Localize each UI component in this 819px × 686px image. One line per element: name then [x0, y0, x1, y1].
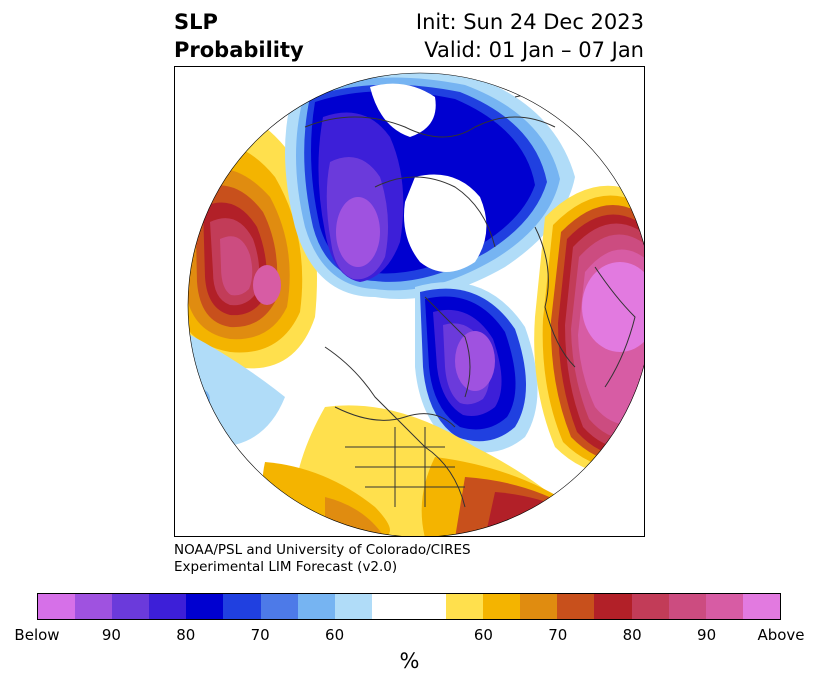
colorbar-swatch — [149, 594, 187, 619]
colorbar-tick-label: 80 — [176, 626, 196, 644]
colorbar-tick-label: Below — [14, 626, 60, 644]
colorbar-swatch — [297, 594, 335, 619]
polar-map — [174, 66, 645, 537]
colorbar-ticks: Below 90 80 70 60 60 70 80 90 Above — [0, 626, 819, 646]
chart-title: SLP Probability — [174, 8, 304, 64]
credit-line-1: NOAA/PSL and University of Colorado/CIRE… — [174, 542, 471, 558]
title-line-2: Probability — [174, 38, 304, 62]
colorbar-swatch — [742, 594, 780, 619]
init-date: Init: Sun 24 Dec 2023 — [415, 10, 644, 34]
colorbar-swatch — [705, 594, 743, 619]
colorbar-tick-label: 80 — [622, 626, 642, 644]
valid-range: Valid: 01 Jan – 07 Jan — [424, 38, 644, 62]
colorbar-swatch — [557, 594, 595, 619]
colorbar-swatch — [112, 594, 150, 619]
colorbar-swatch — [260, 594, 298, 619]
colorbar-tick-label: 90 — [101, 626, 121, 644]
probability-map-svg — [187, 72, 644, 536]
colorbar-swatch — [408, 594, 447, 619]
colorbar-unit: % — [399, 649, 420, 673]
colorbar-tick-label: 60 — [473, 626, 493, 644]
arctic-low-anomaly — [285, 73, 575, 299]
colorbar-swatch — [75, 594, 113, 619]
colorbar-swatch — [334, 594, 372, 619]
colorbar-swatch — [371, 594, 409, 619]
europe-high-anomaly — [534, 185, 644, 474]
title-line-1: SLP — [174, 10, 218, 34]
colorbar — [37, 593, 781, 620]
credit-line-2: Experimental LIM Forecast (v2.0) — [174, 559, 398, 575]
colorbar-tick-label: Above — [757, 626, 805, 644]
colorbar-swatch — [38, 594, 76, 619]
colorbar-tick-label: 90 — [697, 626, 717, 644]
colorbar-swatch — [594, 594, 632, 619]
colorbar-swatch — [446, 594, 484, 619]
colorbar-swatch — [631, 594, 669, 619]
forecast-dates: Init: Sun 24 Dec 2023 Valid: 01 Jan – 07… — [416, 8, 644, 64]
colorbar-tick-label: 60 — [325, 626, 345, 644]
colorbar-swatch — [668, 594, 706, 619]
credit-text: NOAA/PSL and University of Colorado/CIRE… — [174, 542, 471, 576]
colorbar-swatch — [186, 594, 224, 619]
colorbar-swatch — [483, 594, 521, 619]
colorbar-swatch — [520, 594, 558, 619]
colorbar-tick-label: 70 — [250, 626, 270, 644]
colorbar-swatch — [223, 594, 261, 619]
colorbar-tick-label: 70 — [548, 626, 568, 644]
